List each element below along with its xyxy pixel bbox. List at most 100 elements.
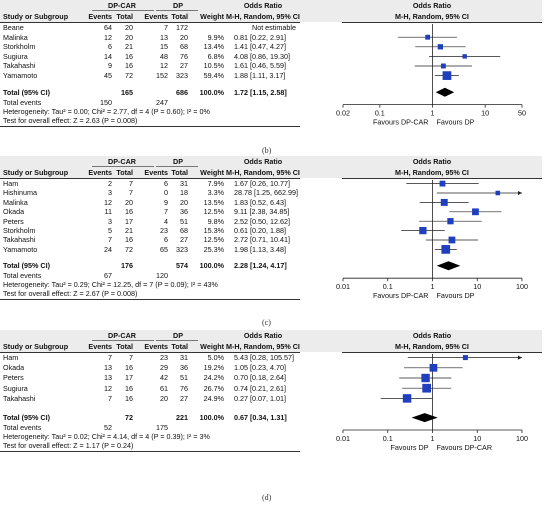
bottom-rule <box>0 451 300 452</box>
study-events-1: 3 <box>108 188 112 198</box>
study-events-2: 20 <box>160 393 168 403</box>
group2-underline <box>156 10 198 11</box>
weight-header: Weight <box>200 168 224 177</box>
study-events-2: 15 <box>160 42 168 52</box>
weight-header: Weight <box>200 342 224 351</box>
bottom-rule <box>0 125 300 127</box>
pooled-diamond <box>435 87 455 97</box>
overall-effect-text: Test for overall effect: Z = 1.17 (P = 0… <box>3 441 134 450</box>
study-total-2: 31 <box>180 179 188 188</box>
bottom-rule <box>0 299 300 301</box>
study-marker-square <box>425 34 431 40</box>
favours-right-label: Favours DP <box>437 291 475 300</box>
study-odds-ratio-text: 0.74 [0.21, 2.61] <box>234 383 286 393</box>
study-total-1: 20 <box>125 197 133 207</box>
study-weight: 24.9% <box>203 393 224 403</box>
events1-header: Events <box>88 12 112 21</box>
study-events-1: 7 <box>108 235 112 245</box>
total-odds-ratio-text: 0.67 [0.34, 1.31] <box>234 413 287 422</box>
study-events-2: 7 <box>164 23 168 32</box>
study-weight: 3.3% <box>207 188 224 198</box>
total-events-label: Total events <box>3 271 42 281</box>
study-total-1: 20 <box>125 23 133 32</box>
study-marker-square <box>429 363 438 372</box>
study-total-2: 76 <box>180 383 188 393</box>
x-axis-tick-label: 10 <box>473 282 481 291</box>
study-total-2: 27 <box>180 61 188 71</box>
total-weight: 100.0% <box>199 87 224 97</box>
study-name: Okada <box>3 207 25 217</box>
study-marker-square <box>440 198 448 206</box>
study-total-2: 51 <box>180 373 188 383</box>
forest-plot-svg: 0.01 0.1 1 10 100 Favours DP Favours DP-CAR <box>336 354 528 452</box>
study-events-2: 48 <box>160 51 168 61</box>
forest-plot-c: DP-CAR DP Odds Ratio Odds Ratio Study or Sub… <box>0 156 550 327</box>
total-label: Total (95% CI) <box>3 413 50 422</box>
study-name: Beane <box>3 23 24 32</box>
group1-underline <box>92 10 154 11</box>
study-name: Peters <box>3 373 24 383</box>
group1-underline <box>92 166 154 167</box>
study-total-2: 20 <box>180 197 188 207</box>
study-events-1: 5 <box>108 226 112 235</box>
study-odds-ratio-text: 2.52 [0.50, 12.62] <box>234 216 290 226</box>
study-events-2: 6 <box>164 235 168 245</box>
group1-underline <box>92 340 154 341</box>
events1-header: Events <box>88 168 112 177</box>
study-marker-square <box>472 208 479 216</box>
study-name: Storkholm <box>3 42 36 52</box>
events2-header: Events <box>144 342 168 351</box>
total-n2: 221 <box>176 413 188 422</box>
total-weight: 100.0% <box>199 413 224 422</box>
panel-label: (d) <box>262 493 272 502</box>
total1-header: Total <box>116 12 133 21</box>
study-marker-square <box>439 180 446 187</box>
header-rule-plot <box>342 178 542 179</box>
study-weight: 12.5% <box>203 235 224 245</box>
table-header-band <box>0 0 542 22</box>
study-events-2: 9 <box>164 197 168 207</box>
study-total-1: 21 <box>125 42 133 52</box>
study-events-1: 11 <box>104 207 112 217</box>
study-events-1: 13 <box>104 373 112 383</box>
total-n2: 686 <box>176 87 188 97</box>
study-total-2: 20 <box>180 32 188 42</box>
total-n1: 165 <box>121 87 133 97</box>
study-total-1: 17 <box>125 373 133 383</box>
study-total-1: 16 <box>125 393 133 403</box>
overall-effect-text: Test for overall effect: Z = 2.67 (P = 0… <box>3 289 138 299</box>
study-odds-ratio-text: 1.83 [0.52, 6.43] <box>234 197 286 207</box>
study-marker-square <box>495 190 501 196</box>
header-rule-plot <box>342 22 542 23</box>
study-total-2: 323 <box>176 244 188 254</box>
study-odds-ratio-text: 1.05 [0.23, 4.70] <box>234 363 286 373</box>
study-odds-ratio-text: 0.27 [0.07, 1.01] <box>234 393 286 403</box>
group1-header: DP-CAR <box>108 331 136 340</box>
study-events-2: 23 <box>160 353 168 362</box>
study-weight: 12.5% <box>203 207 224 217</box>
total-events-1: 67 <box>104 271 112 281</box>
forest-plot-b: DP-CAR DP Odds Ratio Odds Ratio Study or Sub… <box>0 0 550 155</box>
x-axis-tick-label: 1 <box>431 434 435 443</box>
ci-truncation-arrow <box>518 191 522 195</box>
study-total-2: 31 <box>180 353 188 362</box>
favours-right-label: Favours DP-CAR <box>437 443 493 452</box>
study-marker-square <box>462 54 467 59</box>
study-total-1: 17 <box>125 216 133 226</box>
study-name: Yamamoto <box>3 71 38 80</box>
study-events-2: 152 <box>156 71 168 80</box>
study-events-2: 29 <box>160 363 168 373</box>
panel-label: (b) <box>262 146 272 155</box>
total-label: Total (95% CI) <box>3 261 50 271</box>
study-odds-ratio-text: 1.67 [0.26, 10.77] <box>234 179 290 188</box>
study-total-1: 16 <box>125 383 133 393</box>
study-odds-ratio-text: 1.61 [0.46, 5.59] <box>234 61 286 71</box>
study-total-1: 7 <box>129 353 133 362</box>
x-axis-tick-label: 50 <box>518 109 526 118</box>
events2-header: Events <box>144 168 168 177</box>
or-plot-subtitle: M-H, Random, 95% CI <box>395 342 469 351</box>
study-marker-square <box>441 245 451 254</box>
or-column-title: Odds Ratio <box>243 1 283 10</box>
header-rule <box>0 22 300 23</box>
